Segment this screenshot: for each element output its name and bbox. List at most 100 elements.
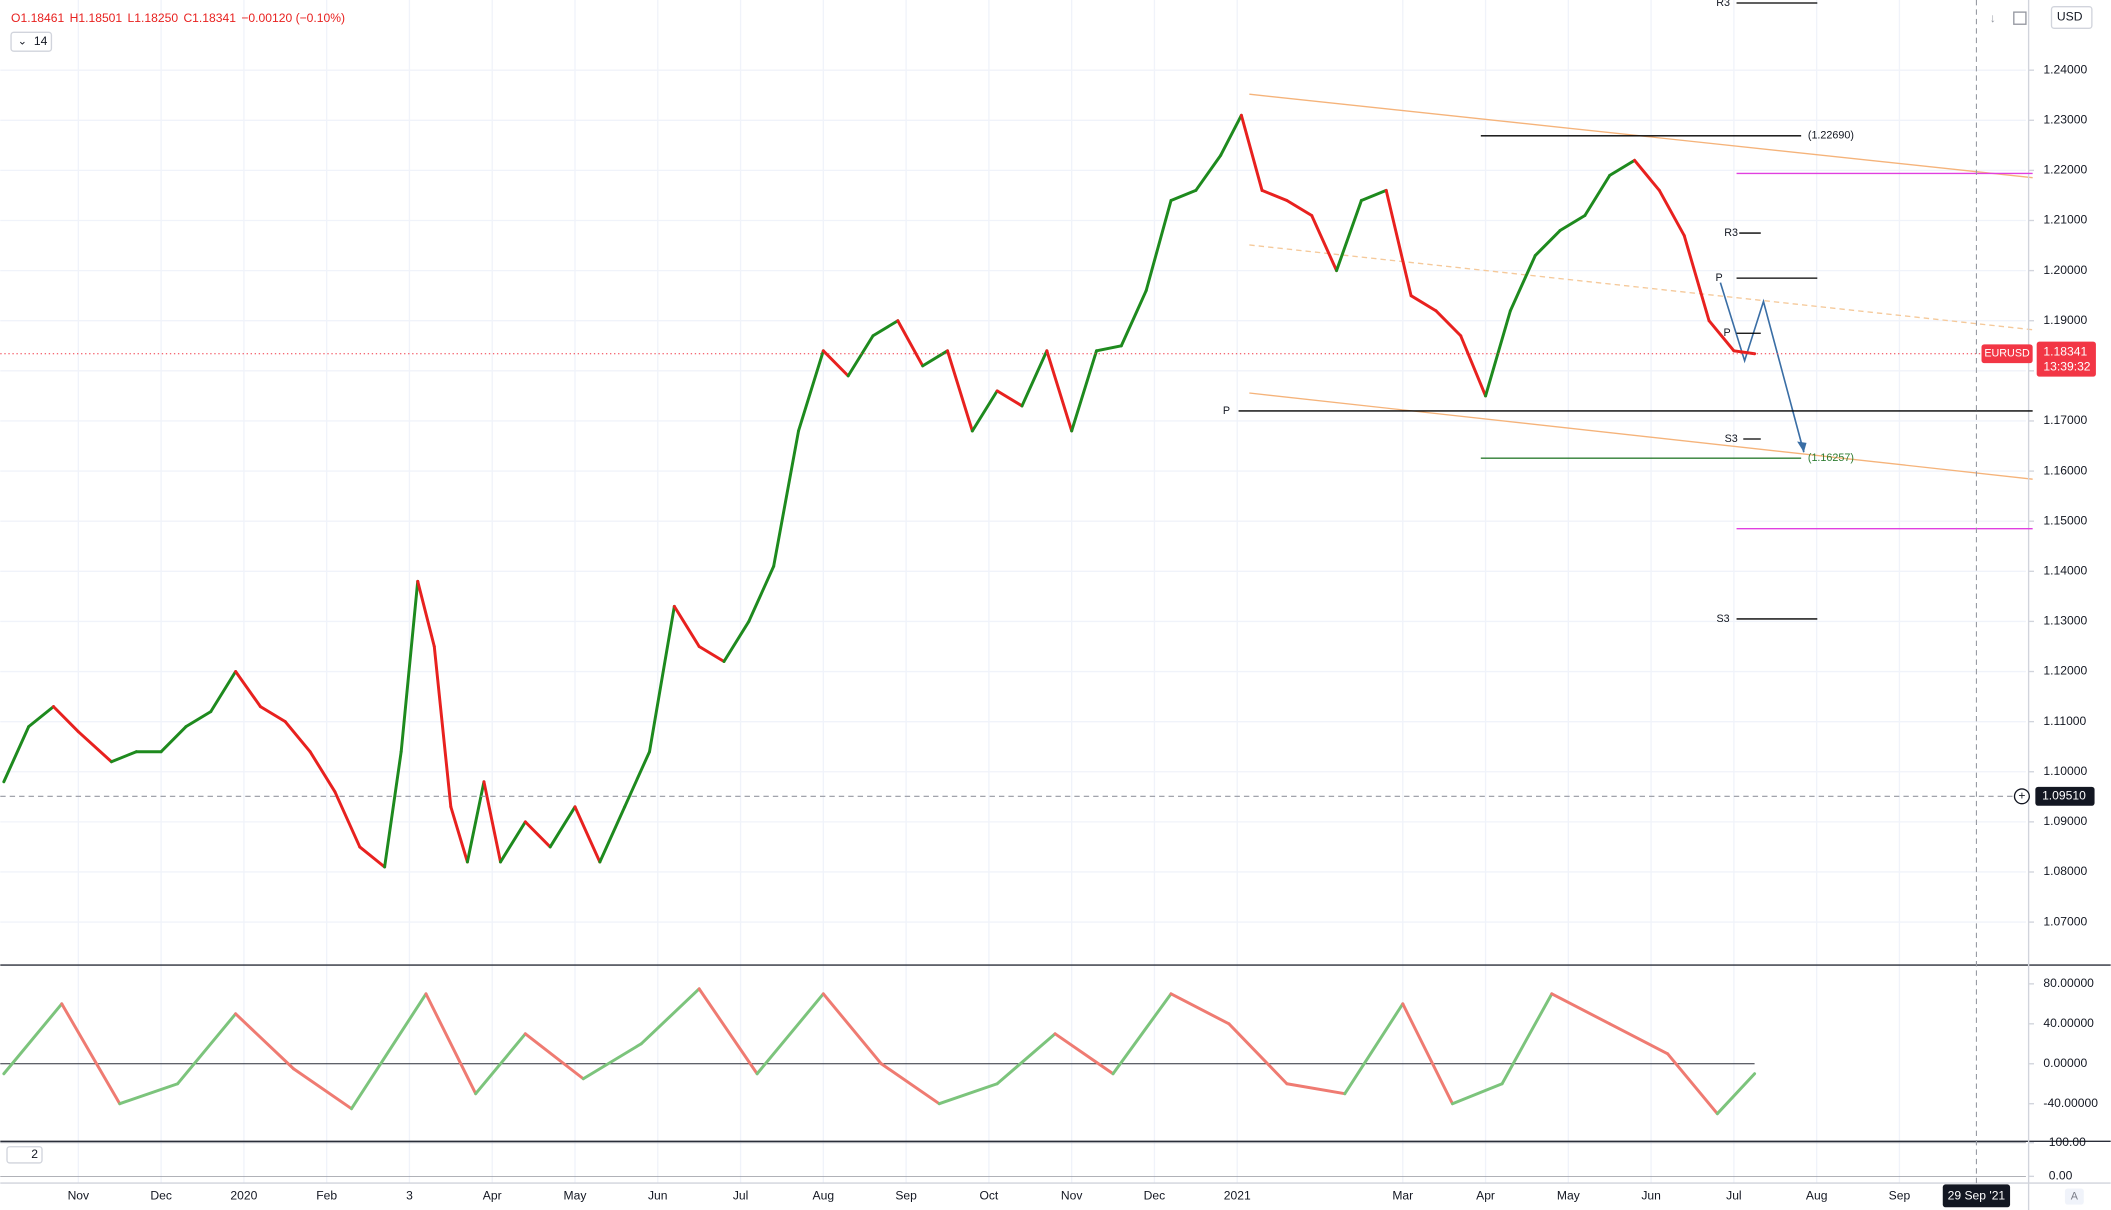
price-segment [1045, 349, 1074, 433]
price-segment [1194, 153, 1223, 192]
y-tick-label: 1.12000 [2043, 664, 2087, 678]
price-segment [1608, 1022, 1670, 1056]
y-tick-label: 80.00000 [2043, 976, 2094, 990]
symbol-name: EURUSD [1984, 348, 2030, 360]
price-tag [2036, 341, 2096, 377]
price-segment [383, 750, 403, 869]
ohlc-value: L1.18250 [128, 11, 179, 25]
price-segment [548, 805, 577, 849]
x-tick-label: Dec [1144, 1189, 1166, 1203]
x-tick-label: Jun [648, 1189, 668, 1203]
price-segment [995, 389, 1024, 408]
x-tick-label: May [564, 1189, 588, 1203]
crosshair-price: 1.09510 [2042, 789, 2086, 803]
crosshair-date-tag [1942, 1184, 2011, 1208]
price-segment [722, 619, 751, 663]
x-tick-label: Oct [979, 1189, 998, 1203]
x-tick-label: Nov [1061, 1189, 1083, 1203]
price-segment [499, 820, 527, 864]
price-segment [424, 992, 478, 1096]
price-segment [573, 805, 602, 864]
x-tick-label: Jul [733, 1189, 748, 1203]
price-segment [358, 845, 387, 869]
indicator-legend[interactable] [6, 1146, 43, 1164]
price-segment [1450, 1082, 1504, 1106]
level-label: S3 [1717, 613, 1730, 625]
y-tick-label: 1.11000 [2043, 714, 2086, 728]
x-tick-label: Jun [1641, 1189, 1661, 1203]
price-segment [1239, 113, 1264, 192]
auto-scale-button[interactable] [2064, 1188, 2084, 1205]
auto-scale: A [2071, 1190, 2079, 1202]
price-segment [1633, 158, 1661, 192]
price-segment [896, 319, 925, 368]
x-tick-label: Nov [68, 1189, 90, 1203]
price-segment [1310, 214, 1339, 273]
price-segment [1070, 349, 1098, 433]
y-tick-label: 1.09000 [2043, 814, 2087, 828]
price-segment [76, 730, 113, 764]
y-tick-label: 1.15000 [2043, 513, 2087, 527]
x-tick-label: Aug [813, 1189, 835, 1203]
symbol-tag [1981, 344, 2033, 364]
price-segment [1169, 992, 1231, 1026]
level-label: P [1715, 272, 1722, 284]
price-segment [821, 992, 883, 1066]
price-segment [846, 334, 875, 378]
x-tick-label: Mar [1392, 1189, 1413, 1203]
y-tick-label: 1.13000 [2043, 614, 2087, 628]
price-segment [797, 349, 825, 433]
countdown: 13:39:32 [2043, 359, 2090, 373]
price-segment [465, 780, 486, 864]
price-segment [258, 705, 287, 724]
x-tick-label: Jul [1726, 1189, 1741, 1203]
price-segment [970, 389, 999, 433]
price-segment [1359, 188, 1388, 202]
price-segment [995, 1032, 1057, 1086]
indicator-legend[interactable] [10, 31, 53, 52]
x-tick-label: Apr [483, 1189, 502, 1203]
x-tick-label: 2021 [1224, 1189, 1251, 1203]
crosshair-date: 29 Sep '21 [1948, 1189, 2006, 1203]
y-tick-label: 1.21000 [2043, 213, 2087, 227]
price-segment [648, 604, 676, 754]
price-segment [308, 750, 337, 794]
price-segment [523, 1032, 585, 1081]
price-segment [1533, 229, 1562, 258]
price-segment [234, 1012, 296, 1071]
level-label: R3 [1716, 0, 1730, 9]
scroll-icon[interactable]: ↓ [1990, 11, 1996, 25]
price-segment [1260, 188, 1289, 202]
grid [0, 0, 2026, 1184]
y-tick-label: 1.10000 [2043, 764, 2087, 778]
y-tick-label: -40.00000 [2043, 1096, 2098, 1110]
level-label: (1.16257) [1808, 452, 1854, 464]
price-segment [1608, 158, 1637, 177]
price-segment [1558, 214, 1587, 233]
ohlc-value: C1.18341 [183, 11, 236, 25]
x-tick-label: 2020 [230, 1189, 257, 1203]
price-tag-value: 1.18341 [2043, 345, 2087, 359]
price-segment [1401, 1002, 1454, 1106]
price-segment [1144, 198, 1173, 293]
price-segment [109, 750, 138, 764]
level-label: (1.22690) [1808, 130, 1854, 142]
price-segment [416, 579, 436, 648]
price-segment [432, 644, 453, 809]
y-tick-label: 1.20000 [2043, 263, 2087, 277]
period: 14 [34, 34, 48, 48]
price-segment [60, 1002, 122, 1106]
price-segment [1384, 188, 1413, 298]
price-segment [1682, 234, 1711, 323]
level-label: S3 [1725, 433, 1738, 445]
y-tick-label: 1.22000 [2043, 163, 2087, 177]
price-segment [697, 644, 726, 663]
currency: USD [2057, 10, 2083, 24]
fullscreen-icon[interactable] [2013, 11, 2027, 25]
currency-button[interactable] [2050, 6, 2093, 29]
price-segment [209, 670, 238, 714]
add-alert[interactable] [2013, 788, 2030, 805]
price-segment [879, 1062, 941, 1106]
